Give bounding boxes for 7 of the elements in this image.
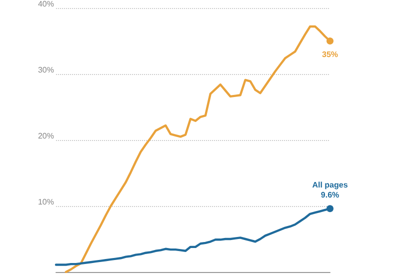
y-tick-label: 40% — [38, 0, 54, 8]
data-label: 35% — [322, 50, 338, 59]
y-tick-label: 30% — [38, 66, 54, 74]
y-tick-label: 10% — [38, 198, 54, 206]
y-tick-label: 20% — [38, 132, 54, 140]
data-label: 9.6% — [320, 190, 340, 200]
text: All pages — [312, 180, 348, 190]
